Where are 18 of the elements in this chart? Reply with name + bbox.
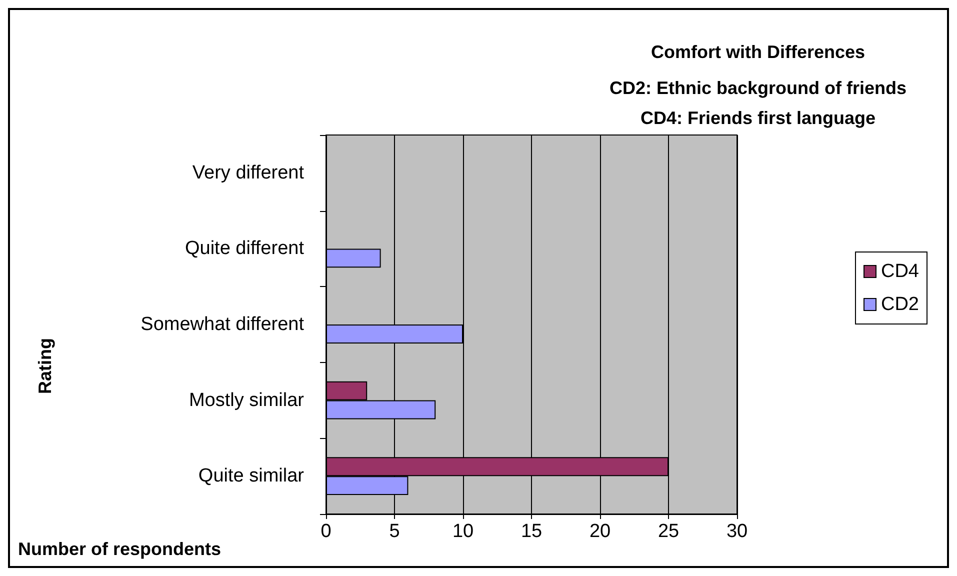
y-tick-label: Very different: [192, 162, 305, 184]
y-tick-label: Mostly similar: [188, 390, 305, 411]
legend-label: CD4: [880, 261, 920, 282]
x-tick-label: 25: [658, 521, 680, 542]
y-tick-label: Quite similar: [198, 466, 305, 487]
x-tick-label: 15: [520, 521, 542, 542]
chart-subtitle: CD2: Ethnic background of friends CD4: Friends first language: [609, 78, 907, 128]
x-tick-label: 10: [452, 521, 474, 542]
y-tick-label: Quite different: [184, 238, 305, 260]
chart-title: Comfort with Differences: [650, 42, 866, 62]
y-tick-label: Somewhat different: [140, 314, 305, 335]
x-tick-label: 5: [389, 521, 400, 542]
x-tick-label: 20: [589, 521, 611, 542]
x-tick-label: 0: [320, 521, 332, 542]
x-tick-label: 30: [726, 521, 748, 542]
legend-label: CD2: [880, 294, 920, 315]
y-axis-title: Rating: [35, 338, 55, 394]
x-axis-title: Number of respondents: [18, 539, 222, 559]
